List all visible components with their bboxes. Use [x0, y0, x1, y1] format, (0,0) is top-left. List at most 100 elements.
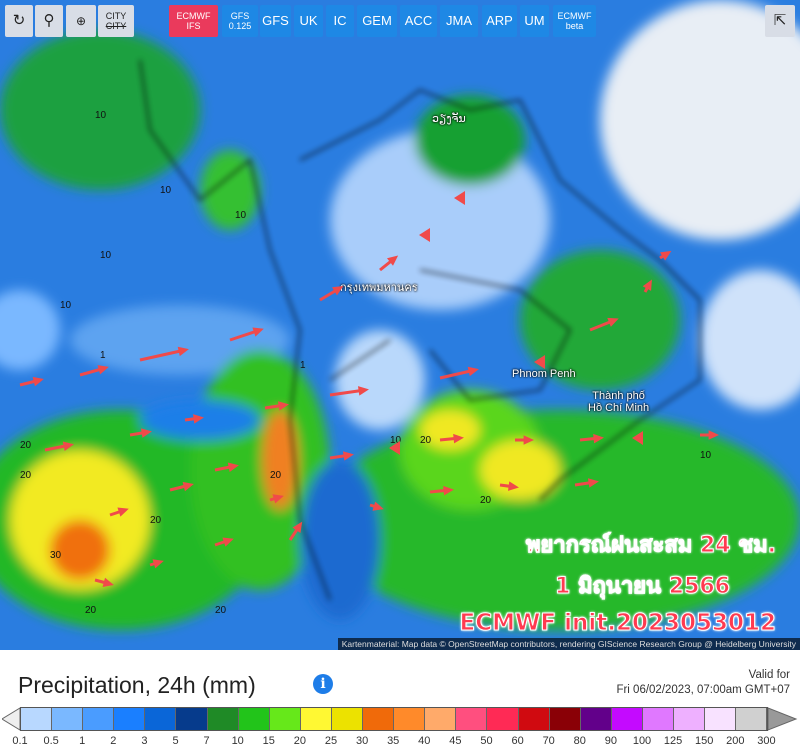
model-sublabel: 0.125	[228, 21, 252, 31]
city-label-bangkok: กรุงเทพมหานคร	[340, 282, 418, 294]
contour-label: 1	[100, 350, 106, 361]
wind-arrow	[94, 577, 114, 587]
map-pin-icon[interactable]: ⚲	[35, 5, 63, 37]
scale-swatch	[145, 708, 177, 730]
scale-tick-label: 35	[387, 735, 400, 747]
scale-swatch	[705, 708, 737, 730]
contour-label: 20	[480, 495, 492, 506]
wind-arrow	[369, 501, 384, 511]
model-button-uk[interactable]: UK	[294, 5, 323, 37]
model-button-ecmwf-ifs[interactable]: ECMWF IFS	[169, 5, 218, 37]
scale-tick-label: 100	[632, 735, 652, 747]
scale-tick-label: 50	[480, 735, 493, 747]
contour-label: 20	[215, 605, 227, 616]
share-icon[interactable]: ⇱	[765, 5, 795, 37]
scale-right-arrow	[768, 707, 798, 731]
scale-swatch	[114, 708, 146, 730]
contour-label: 10	[60, 300, 72, 311]
wind-arrow	[139, 346, 189, 362]
model-label: IC	[333, 13, 347, 28]
model-label: JMA	[446, 13, 472, 28]
wind-arrow	[589, 317, 619, 332]
wind-arrow-head	[389, 441, 400, 455]
scale-swatch	[518, 708, 550, 730]
contour-label: 10	[235, 210, 247, 221]
city-label-vientiane: ວຽງຈັນ	[432, 113, 466, 125]
model-label: UK	[299, 13, 318, 28]
scale-tick-label: 7	[203, 735, 210, 747]
scale-swatch	[580, 708, 612, 730]
wind-arrow	[429, 485, 454, 496]
wind-arrow	[79, 365, 109, 377]
scale-tick-label: 25	[324, 735, 338, 747]
scale-swatch	[487, 708, 519, 730]
model-label: ARP	[486, 13, 513, 28]
valid-time-value: Fri 06/02/2023, 07:00am GMT+07	[616, 684, 790, 696]
contour-label: 20	[20, 470, 32, 481]
scale-tick-label: 15	[262, 735, 275, 747]
model-button-ic[interactable]: IC	[326, 5, 354, 37]
scale-tick-label: 10	[231, 735, 244, 747]
model-label: ACC	[404, 13, 433, 28]
model-button-ecmwf-beta[interactable]: ECMWF beta	[553, 5, 596, 37]
scale-tick-label: 125	[663, 735, 683, 747]
wind-arrow	[642, 279, 652, 293]
reload-icon[interactable]: ↻	[5, 5, 33, 37]
valid-label: Valid for	[748, 669, 790, 681]
wind-arrows	[19, 191, 719, 587]
model-button-um[interactable]: UM	[520, 5, 549, 37]
model-button-gem[interactable]: GEM	[357, 5, 397, 37]
scale-tick-label: 3	[141, 735, 148, 747]
scale-tick-label: 70	[542, 735, 555, 747]
contour-label: 20	[150, 515, 162, 526]
wind-arrow-head	[454, 191, 465, 205]
model-label: UM	[524, 13, 545, 28]
scale-tick-label: 45	[449, 735, 462, 747]
zoom-icon[interactable]: ⊕	[66, 5, 96, 37]
scale-tick-label: 20	[293, 735, 307, 747]
wind-arrow	[329, 386, 369, 397]
scale-tick-label: 300	[757, 735, 776, 747]
model-label: GFS	[262, 13, 289, 28]
info-icon[interactable]: i	[313, 674, 333, 694]
scale-swatch	[425, 708, 457, 730]
wind-arrow	[329, 451, 354, 461]
scale-left-arrow	[2, 707, 21, 731]
scale-tick-label: 0.5	[43, 735, 59, 747]
wind-arrow	[269, 494, 284, 504]
contour-label: 20	[85, 605, 97, 616]
scale-tick-label: 40	[418, 735, 431, 747]
contour-label: 20	[270, 470, 282, 481]
model-label: ECMWF	[176, 11, 211, 21]
scale-swatch	[238, 708, 270, 730]
contour-label: 10	[95, 110, 107, 121]
wind-arrow-head	[534, 355, 545, 369]
city-label-ho-chi-minh: Thành phố Hồ Chí Minh	[588, 390, 649, 414]
contour-label: 20	[20, 440, 32, 451]
contour-label: 30	[50, 550, 62, 561]
wind-arrow	[214, 537, 234, 547]
wind-arrow	[149, 559, 164, 569]
model-button-gfs[interactable]: GFS	[260, 5, 291, 37]
contour-label: 10	[390, 435, 402, 446]
model-button-jma[interactable]: JMA	[440, 5, 478, 37]
wind-arrow	[129, 428, 152, 438]
scale-swatch	[21, 708, 53, 730]
scale-tick-label: 1	[79, 735, 86, 747]
model-button-arp[interactable]: ARP	[482, 5, 517, 37]
wind-arrow	[579, 433, 604, 444]
scale-swatch	[549, 708, 581, 730]
wind-arrow	[515, 435, 534, 445]
city-toggle-button[interactable]: CITY CITY	[98, 5, 134, 37]
city-label-struck: CITY	[105, 21, 127, 31]
model-button-acc[interactable]: ACC	[400, 5, 437, 37]
wind-arrow	[184, 414, 204, 424]
scale-swatch	[611, 708, 643, 730]
wind-arrow	[319, 285, 344, 302]
model-button-gfs-0-125[interactable]: GFS 0.125	[222, 5, 258, 37]
wind-arrow	[700, 430, 719, 440]
legend-title: Precipitation, 24h (mm)	[18, 672, 256, 698]
precipitation-map[interactable]: ↻ ⚲ ⊕ CITY CITY ECMWF IFS GFS 0.125 GFS UK IC GE…	[0, 0, 800, 650]
scale-tick-label: 150	[695, 735, 714, 747]
scale-swatch	[269, 708, 301, 730]
